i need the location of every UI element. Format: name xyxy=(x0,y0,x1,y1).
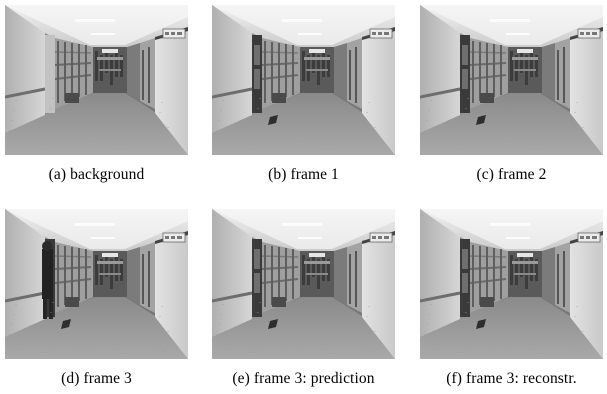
corridor-image xyxy=(212,5,395,155)
corridor-photo xyxy=(212,209,395,359)
panel-caption: (c) frame 2 xyxy=(476,166,547,183)
corridor-image xyxy=(5,209,188,359)
panel-caption: (a) background xyxy=(48,166,145,183)
corridor-photo xyxy=(5,5,188,155)
corridor-photo xyxy=(5,209,188,359)
corridor-image xyxy=(420,5,603,155)
panel-caption: (d) frame 3 xyxy=(61,370,132,387)
corridor-image xyxy=(420,209,603,359)
panel-caption: (e) frame 3: prediction xyxy=(232,370,375,387)
panel-caption: (f) frame 3: reconstr. xyxy=(446,370,577,387)
corridor-photo xyxy=(420,5,603,155)
corridor-photo xyxy=(420,209,603,359)
panel-caption: (b) frame 1 xyxy=(268,166,339,183)
corridor-photo xyxy=(212,5,395,155)
corridor-image xyxy=(5,5,188,155)
corridor-image xyxy=(212,209,395,359)
